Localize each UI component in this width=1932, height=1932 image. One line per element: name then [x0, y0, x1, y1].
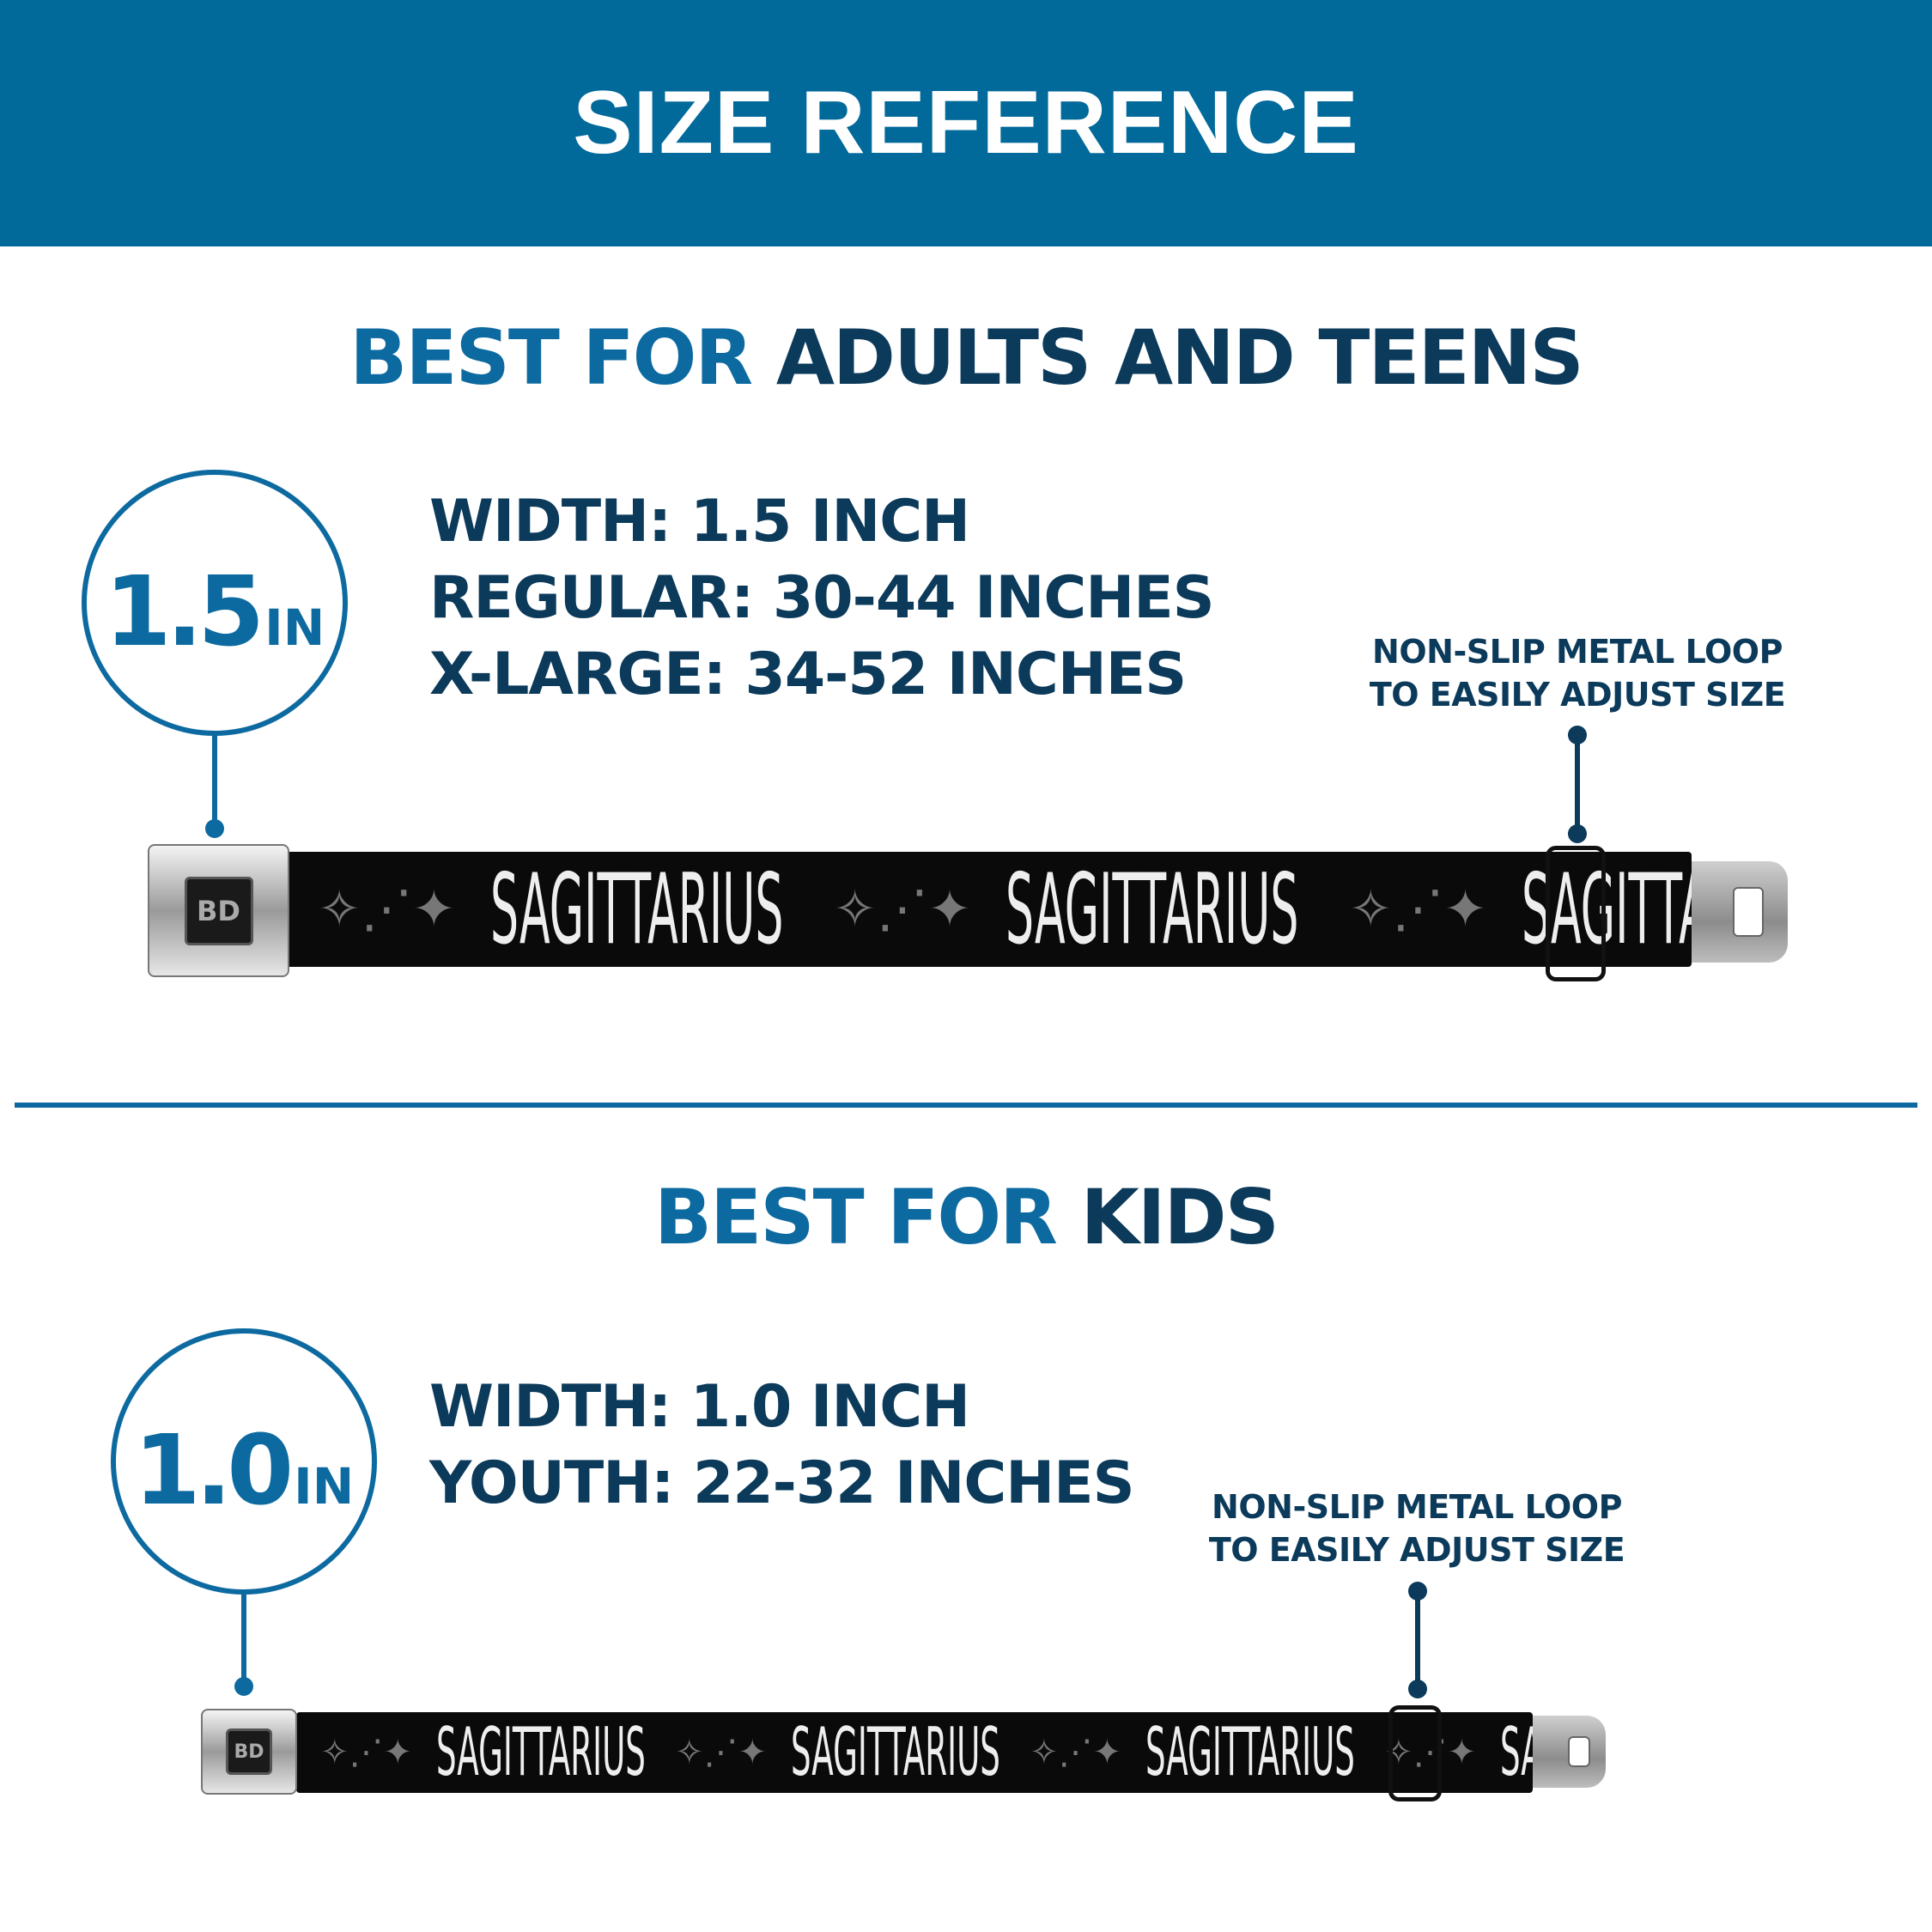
buckle-logo: BD — [184, 876, 253, 945]
loop-pointer-line — [1415, 1590, 1420, 1686]
adults-specs: WIDTH: 1.5 INCH REGULAR: 30-44 INCHES X-… — [429, 483, 1215, 713]
badge-pointer-line — [212, 735, 217, 829]
note-line-2: TO EASILY ADJUST SIZE — [1369, 676, 1786, 714]
metal-tab — [1520, 1716, 1606, 1788]
width-badge-1-5: 1.5 IN — [82, 470, 348, 736]
constellation-icon: ✧⋰✦ — [833, 879, 972, 939]
loop-pointer-line — [1575, 734, 1580, 830]
strap-text: SAGITTARIUS — [489, 852, 784, 967]
spec-xlarge: X-LARGE: 34-52 INCHES — [429, 641, 1187, 708]
constellation-icon: ✧⋰✦ — [318, 879, 456, 939]
page-title: SIZE REFERENCE — [573, 73, 1359, 173]
seatbelt-buckle: BD — [201, 1709, 297, 1795]
adults-section-title: BEST FOR ADULTS AND TEENS — [0, 313, 1932, 402]
loop-pointer-dot-bottom — [1408, 1680, 1427, 1698]
spec-regular: REGULAR: 30-44 INCHES — [429, 564, 1215, 632]
spec-youth: YOUTH: 22-32 INCHES — [429, 1449, 1135, 1517]
constellation-icon: ✧⋰✦ — [1349, 879, 1487, 939]
strap-text: SAGITTARIUS — [791, 1713, 1000, 1792]
badge-number: 1.5 — [104, 556, 264, 668]
constellation-icon: ✧⋰✦ — [1030, 1733, 1122, 1772]
kids-loop-note: NON-SLIP METAL LOOP TO EASILY ADJUST SIZ… — [1159, 1485, 1674, 1571]
strap-text: SAGITTARIUS — [1145, 1713, 1356, 1792]
adults-loop-note: NON-SLIP METAL LOOP TO EASILY ADJUST SIZ… — [1320, 630, 1835, 716]
kids-specs: WIDTH: 1.0 INCH YOUTH: 22-32 INCHES — [429, 1369, 1135, 1522]
header-banner: SIZE REFERENCE — [0, 0, 1932, 246]
tab-hole — [1733, 887, 1764, 937]
strap-text: SAGITTARIUS — [1005, 852, 1299, 967]
kids-section-title: BEST FOR KIDS — [0, 1173, 1932, 1261]
metal-loop-adjuster — [1546, 846, 1606, 981]
logo-text: BD — [197, 894, 240, 927]
badge-unit: IN — [294, 1457, 355, 1516]
title-lead: BEST FOR — [654, 1173, 1058, 1261]
seatbelt-buckle: BD — [148, 844, 289, 977]
strap-text: SAGITTARIUS — [1500, 1713, 1533, 1792]
logo-text: BD — [234, 1741, 264, 1763]
tab-hole — [1568, 1736, 1590, 1767]
constellation-icon: ✧⋰✦ — [320, 1733, 413, 1772]
note-line-1: NON-SLIP METAL LOOP — [1372, 633, 1783, 671]
badge-pointer-dot — [205, 819, 224, 838]
title-rest: ADULTS AND TEENS — [775, 313, 1584, 402]
badge-unit: IN — [264, 598, 325, 657]
title-lead: BEST FOR — [349, 313, 753, 402]
belt-strap-kids: ✧⋰✦ SAGITTARIUS ✧⋰✦ SAGITTARIUS ✧⋰✦ SAGI… — [296, 1712, 1533, 1793]
buckle-logo: BD — [226, 1728, 272, 1775]
spec-width: WIDTH: 1.0 INCH — [429, 1373, 970, 1441]
title-rest: KIDS — [1080, 1173, 1279, 1261]
constellation-icon: ✧⋰✦ — [675, 1733, 768, 1772]
section-divider — [15, 1103, 1917, 1108]
strap-text: SAGITTARIUS — [436, 1713, 646, 1792]
badge-number: 1.0 — [133, 1415, 294, 1527]
constellation-icon: ✧⋰✦ — [1384, 1733, 1477, 1772]
note-line-1: NON-SLIP METAL LOOP — [1212, 1488, 1622, 1526]
metal-loop-adjuster — [1388, 1705, 1442, 1801]
note-line-2: TO EASILY ADJUST SIZE — [1208, 1531, 1625, 1569]
loop-pointer-dot-bottom — [1568, 824, 1587, 843]
spec-width: WIDTH: 1.5 INCH — [429, 488, 970, 556]
badge-pointer-dot — [234, 1677, 253, 1696]
belt-strap-adult: ✧⋰✦ SAGITTARIUS ✧⋰✦ SAGITTARIUS ✧⋰✦ SAGI… — [283, 852, 1692, 967]
badge-pointer-line — [241, 1594, 246, 1686]
width-badge-1-0: 1.0 IN — [111, 1328, 377, 1595]
